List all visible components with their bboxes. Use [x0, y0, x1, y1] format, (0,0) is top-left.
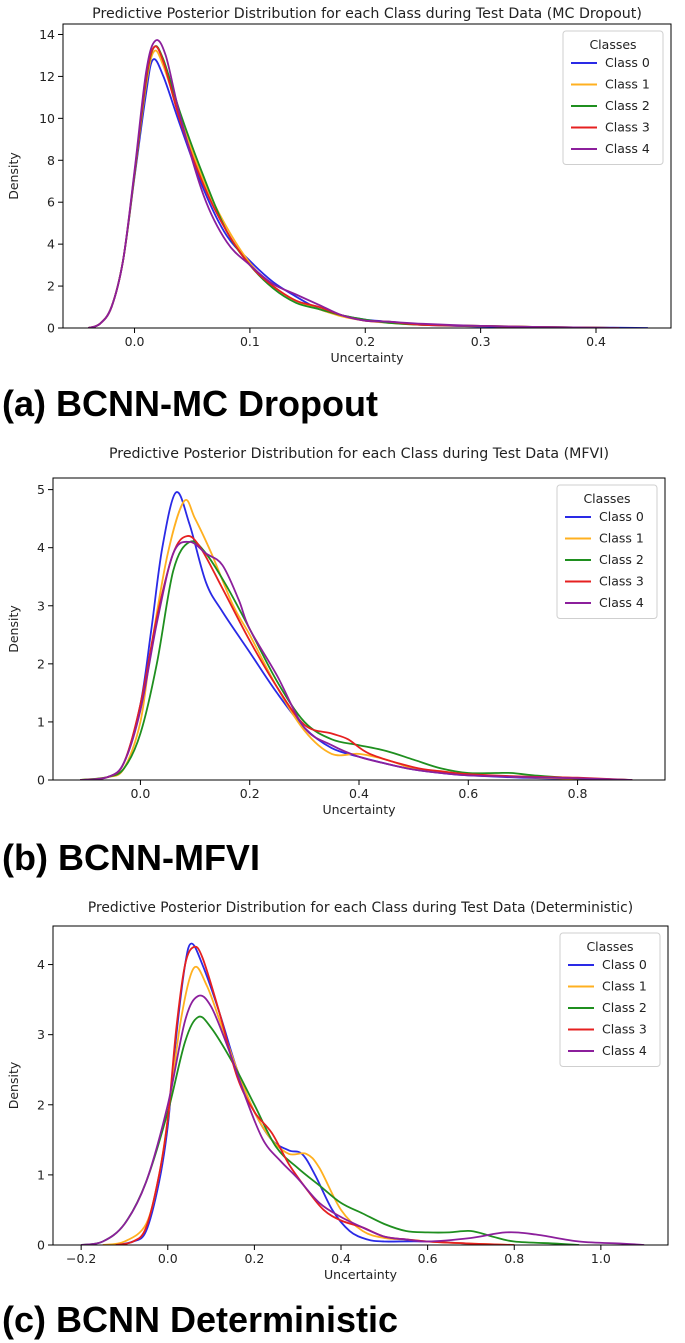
legend: Classes Class 0 Class 1 Class 2 Class 3 Class… [559, 932, 661, 1067]
chart-panel-deterministic: Predictive Posterior Distribution for ea… [0, 900, 685, 1343]
x-axis-label: Uncertainty [322, 802, 396, 817]
y-tick-label: 10 [39, 111, 55, 126]
legend-entry-class-3: Class 3 [605, 120, 650, 135]
legend-box [556, 484, 658, 619]
x-tick-label: 1.0 [591, 1251, 611, 1266]
x-tick-label: 0.3 [471, 334, 491, 349]
y-tick-label: 2 [47, 279, 55, 294]
y-tick-label: 6 [47, 195, 55, 210]
series-line-class-3 [80, 535, 633, 780]
x-tick-label: 0.2 [355, 334, 375, 349]
y-tick-label: 4 [37, 957, 45, 972]
y-tick-label: 4 [47, 237, 55, 252]
chart-title: Predictive Posterior Distribution for ea… [92, 6, 642, 22]
legend-entry-class-1: Class 1 [605, 77, 650, 92]
chart-deterministic: Predictive Posterior Distribution for ea… [6, 900, 669, 1282]
x-tick-label: 0.2 [240, 786, 260, 801]
caption-deterministic: (c) BCNN Deterministic [2, 1299, 399, 1340]
y-tick-label: 5 [37, 482, 45, 497]
legend-entry-class-4: Class 4 [599, 595, 644, 610]
legend-entry-class-4: Class 4 [602, 1043, 647, 1058]
caption-mc-dropout: (a) BCNN-MC Dropout [2, 383, 378, 424]
series-line-class-1 [102, 965, 515, 1245]
x-tick-label: 0.8 [504, 1251, 524, 1266]
series-line-class-3 [115, 945, 515, 1245]
y-axis-label: Density [6, 1061, 21, 1109]
x-axis-label: Uncertainty [324, 1267, 398, 1282]
chart-mfvi: Predictive Posterior Distribution for ea… [6, 446, 666, 817]
chart-panel-mc-dropout: Predictive Posterior Distribution for ea… [0, 0, 685, 440]
caption-mfvi: (b) BCNN-MFVI [2, 837, 260, 878]
legend-entry-class-2: Class 2 [605, 98, 650, 113]
x-tick-label: 0.4 [349, 786, 369, 801]
x-tick-label: 0.8 [568, 786, 588, 801]
chart-panel-mfvi: Predictive Posterior Distribution for ea… [0, 445, 685, 895]
series-line-class-2 [80, 540, 633, 780]
series-group [81, 942, 645, 1245]
y-tick-label: 0 [47, 321, 55, 336]
legend-title: Classes [589, 37, 636, 52]
chart-title: Predictive Posterior Distribution for ea… [109, 446, 609, 462]
y-axis-label: Density [6, 152, 21, 200]
x-tick-label: 0.0 [158, 1251, 178, 1266]
x-axis-label: Uncertainty [330, 350, 404, 365]
legend: Classes Class 0 Class 1 Class 2 Class 3 Class… [556, 484, 658, 619]
series-line-class-4 [88, 39, 620, 328]
series-group [88, 39, 648, 328]
legend-title: Classes [586, 939, 633, 954]
legend-entry-class-0: Class 0 [599, 509, 644, 524]
legend-entry-class-3: Class 3 [602, 1022, 647, 1037]
x-tick-label: 0.6 [458, 786, 478, 801]
x-tick-label: 0.2 [244, 1251, 264, 1266]
x-tick-label: 0.4 [586, 334, 606, 349]
series-line-class-0 [80, 491, 633, 780]
y-tick-label: 3 [37, 598, 45, 613]
y-tick-label: 14 [39, 27, 55, 42]
legend-entry-class-4: Class 4 [605, 141, 650, 156]
legend-entry-class-2: Class 2 [599, 552, 644, 567]
y-tick-label: 4 [37, 540, 45, 555]
y-tick-label: 12 [39, 69, 55, 84]
legend-entry-class-0: Class 0 [605, 55, 650, 70]
y-tick-label: 1 [37, 714, 45, 729]
x-tick-label: 0.1 [240, 334, 260, 349]
plot-frame [52, 925, 669, 1246]
y-tick-label: 2 [37, 656, 45, 671]
legend-entry-class-3: Class 3 [599, 574, 644, 589]
y-tick-label: 0 [37, 773, 45, 788]
y-tick-label: 3 [37, 1027, 45, 1042]
y-tick-label: 1 [37, 1167, 45, 1182]
y-tick-label: 8 [47, 153, 55, 168]
legend-box [559, 932, 661, 1067]
legend-entry-class-2: Class 2 [602, 1000, 647, 1015]
x-tick-label: 0.0 [130, 786, 150, 801]
series-line-class-4 [81, 994, 645, 1245]
x-tick-label: −0.2 [66, 1251, 96, 1266]
chart-title: Predictive Posterior Distribution for ea… [88, 900, 633, 916]
legend-entry-class-1: Class 1 [602, 979, 647, 994]
legend-entry-class-1: Class 1 [599, 531, 644, 546]
series-line-class-4 [80, 540, 633, 780]
x-tick-label: 0.4 [331, 1251, 351, 1266]
series-line-class-2 [81, 1015, 580, 1245]
series-line-class-1 [88, 49, 620, 328]
legend-box [562, 30, 664, 165]
chart-mc-dropout: Predictive Posterior Distribution for ea… [6, 6, 672, 365]
y-axis-label: Density [6, 605, 21, 653]
legend-title: Classes [583, 491, 630, 506]
plot-frame [62, 23, 672, 329]
x-tick-label: 0.0 [125, 334, 145, 349]
legend-entry-class-0: Class 0 [602, 957, 647, 972]
series-group [80, 491, 633, 780]
x-tick-label: 0.6 [418, 1251, 438, 1266]
y-tick-label: 0 [37, 1238, 45, 1253]
legend: Classes Class 0 Class 1 Class 2 Class 3 Class… [562, 30, 664, 165]
y-tick-label: 2 [37, 1097, 45, 1112]
